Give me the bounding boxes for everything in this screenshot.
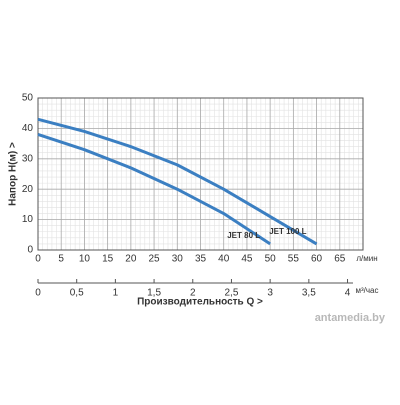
x-tick-label: 40 bbox=[218, 254, 230, 265]
x-tick-label: 35 bbox=[195, 254, 207, 265]
x-tick-label: 30 bbox=[172, 254, 184, 265]
x2-tick-label: 2,5 bbox=[224, 288, 238, 299]
y-tick-label: 0 bbox=[27, 245, 33, 256]
x2-tick-label: 3 bbox=[267, 288, 273, 299]
y-axis-title: Напор H(м) > bbox=[8, 142, 19, 206]
y-tick-label: 30 bbox=[22, 153, 34, 164]
x-tick-label: 0 bbox=[35, 254, 41, 265]
plot-frame bbox=[37, 97, 364, 251]
x2-tick-label: 2 bbox=[190, 288, 196, 299]
x-tick-label: 20 bbox=[125, 254, 137, 265]
x-unit: л/мин bbox=[356, 254, 377, 263]
x-tick-label: 55 bbox=[288, 254, 300, 265]
x-tick-label: 65 bbox=[334, 254, 346, 265]
x-tick-label: 15 bbox=[102, 254, 114, 265]
x-tick-label: 60 bbox=[311, 254, 323, 265]
x2-tick-label: 4 bbox=[345, 288, 351, 299]
series-label: JET 80 L bbox=[227, 231, 260, 240]
y-tick-label: 10 bbox=[22, 214, 34, 225]
x-axis-title: Производительность Q > bbox=[137, 297, 263, 308]
x2-tick-label: 0,5 bbox=[70, 288, 84, 299]
y-tick-label: 50 bbox=[22, 93, 34, 104]
series-label: JET 100 L bbox=[269, 227, 306, 236]
x-tick-label: 45 bbox=[241, 254, 253, 265]
watermark: antamedia.by bbox=[315, 312, 386, 324]
x-tick-label: 25 bbox=[149, 254, 161, 265]
x2-tick-label: 1 bbox=[113, 288, 119, 299]
x2-tick-label: 3,5 bbox=[302, 288, 316, 299]
y-tick-label: 20 bbox=[22, 184, 34, 195]
x2-tick-label: 1,5 bbox=[147, 288, 161, 299]
x2-tick-label: 0 bbox=[35, 288, 41, 299]
x-tick-label: 10 bbox=[79, 254, 91, 265]
x2-unit: м³/час bbox=[355, 286, 378, 295]
x-tick-label: 5 bbox=[58, 254, 64, 265]
x-tick-label: 50 bbox=[265, 254, 277, 265]
series-line bbox=[37, 117, 318, 246]
series-line bbox=[37, 133, 271, 246]
y-tick-label: 40 bbox=[22, 123, 34, 134]
